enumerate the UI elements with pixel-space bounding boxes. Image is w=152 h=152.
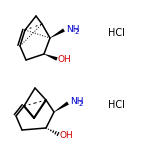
- Polygon shape: [50, 28, 65, 38]
- Text: HCl: HCl: [108, 28, 125, 38]
- Text: NH: NH: [70, 97, 83, 107]
- Text: 2: 2: [74, 29, 79, 35]
- Polygon shape: [44, 54, 58, 61]
- Text: OH: OH: [60, 131, 74, 140]
- Text: HCl: HCl: [108, 100, 125, 110]
- Text: 2: 2: [78, 102, 83, 107]
- Text: NH: NH: [66, 24, 79, 33]
- Polygon shape: [54, 102, 69, 112]
- Text: OH: OH: [58, 55, 72, 64]
